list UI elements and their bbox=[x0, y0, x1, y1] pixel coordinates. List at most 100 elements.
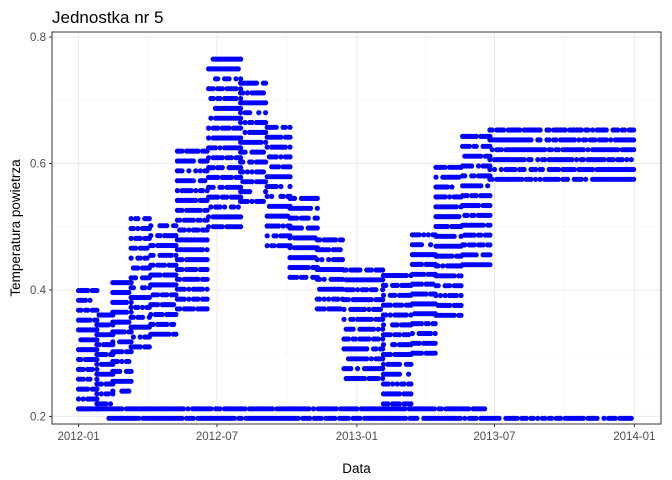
data-point bbox=[287, 245, 293, 251]
data-point bbox=[333, 237, 339, 243]
data-point bbox=[380, 366, 386, 372]
data-point bbox=[368, 356, 374, 362]
data-point bbox=[244, 198, 250, 204]
data-point bbox=[238, 214, 244, 220]
data-point bbox=[173, 331, 179, 337]
data-point bbox=[133, 245, 139, 251]
data-point bbox=[263, 80, 269, 86]
data-point bbox=[574, 157, 580, 163]
data-point bbox=[260, 198, 266, 204]
data-point bbox=[244, 169, 250, 175]
data-point bbox=[260, 90, 266, 96]
data-point bbox=[406, 371, 412, 377]
data-point bbox=[326, 247, 332, 253]
data-point bbox=[380, 342, 387, 348]
data-point bbox=[197, 217, 203, 223]
data-point bbox=[449, 253, 455, 259]
data-point bbox=[615, 127, 621, 133]
data-point bbox=[186, 286, 192, 292]
data-point bbox=[263, 189, 269, 195]
data-point bbox=[204, 296, 210, 302]
data-point bbox=[228, 155, 234, 161]
data-point bbox=[204, 207, 210, 213]
data-point bbox=[337, 306, 343, 312]
data-point bbox=[610, 157, 616, 163]
data-point bbox=[542, 147, 548, 153]
data-point bbox=[546, 137, 552, 143]
data-point bbox=[287, 154, 293, 160]
data-point bbox=[555, 176, 562, 182]
data-point bbox=[135, 216, 141, 222]
data-point bbox=[135, 265, 141, 271]
data-point bbox=[380, 361, 387, 367]
data-point bbox=[82, 297, 89, 303]
data-point bbox=[168, 252, 174, 258]
data-point bbox=[345, 336, 352, 342]
data-point bbox=[173, 223, 179, 229]
data-point bbox=[402, 415, 409, 421]
data-point bbox=[249, 179, 255, 185]
data-point bbox=[238, 155, 244, 161]
data-point bbox=[517, 127, 523, 133]
data-point bbox=[380, 375, 386, 382]
data-point bbox=[489, 147, 495, 153]
data-point bbox=[373, 346, 379, 352]
data-point bbox=[263, 139, 269, 145]
x-axis-title: Data bbox=[342, 461, 371, 476]
data-point bbox=[128, 216, 134, 222]
data-point bbox=[126, 358, 132, 365]
data-point bbox=[383, 282, 389, 288]
data-point bbox=[326, 296, 332, 302]
data-point bbox=[233, 86, 239, 92]
data-point bbox=[87, 406, 93, 412]
data-point bbox=[615, 147, 621, 153]
data-point bbox=[385, 381, 391, 387]
data-point bbox=[458, 273, 464, 279]
data-point bbox=[85, 307, 91, 313]
data-point bbox=[103, 401, 109, 407]
data-point bbox=[337, 247, 343, 253]
data-point bbox=[186, 296, 192, 302]
data-point bbox=[258, 139, 264, 145]
data-point bbox=[361, 375, 368, 382]
data-point bbox=[212, 145, 219, 151]
data-point bbox=[190, 415, 196, 421]
data-point bbox=[458, 283, 464, 289]
data-point bbox=[263, 129, 269, 135]
data-point bbox=[287, 134, 293, 140]
data-point bbox=[193, 188, 199, 194]
data-point bbox=[130, 285, 136, 291]
data-point bbox=[256, 110, 262, 116]
data-point bbox=[321, 306, 327, 312]
data-point bbox=[537, 137, 543, 143]
data-point bbox=[425, 232, 431, 238]
data-point bbox=[94, 347, 100, 353]
data-point bbox=[137, 334, 143, 340]
data-point bbox=[314, 205, 320, 211]
data-point bbox=[457, 415, 463, 421]
data-point bbox=[366, 306, 372, 312]
data-point bbox=[96, 342, 102, 348]
data-point bbox=[314, 195, 320, 201]
data-point bbox=[128, 304, 134, 310]
data-point bbox=[166, 331, 172, 337]
data-point bbox=[357, 267, 363, 273]
data-point bbox=[177, 217, 183, 223]
data-point bbox=[428, 242, 434, 248]
data-point bbox=[195, 148, 201, 154]
data-point bbox=[148, 223, 154, 229]
data-point bbox=[238, 135, 244, 141]
data-point bbox=[128, 329, 134, 335]
data-point bbox=[222, 204, 228, 210]
data-point bbox=[428, 330, 434, 337]
data-point bbox=[150, 262, 156, 268]
data-point bbox=[146, 344, 152, 350]
data-point bbox=[219, 86, 225, 92]
data-point bbox=[128, 299, 134, 305]
data-point bbox=[387, 312, 393, 318]
data-point bbox=[195, 276, 201, 282]
data-point bbox=[242, 149, 248, 155]
data-point bbox=[475, 202, 482, 209]
data-point bbox=[416, 340, 422, 346]
data-point bbox=[307, 205, 314, 211]
